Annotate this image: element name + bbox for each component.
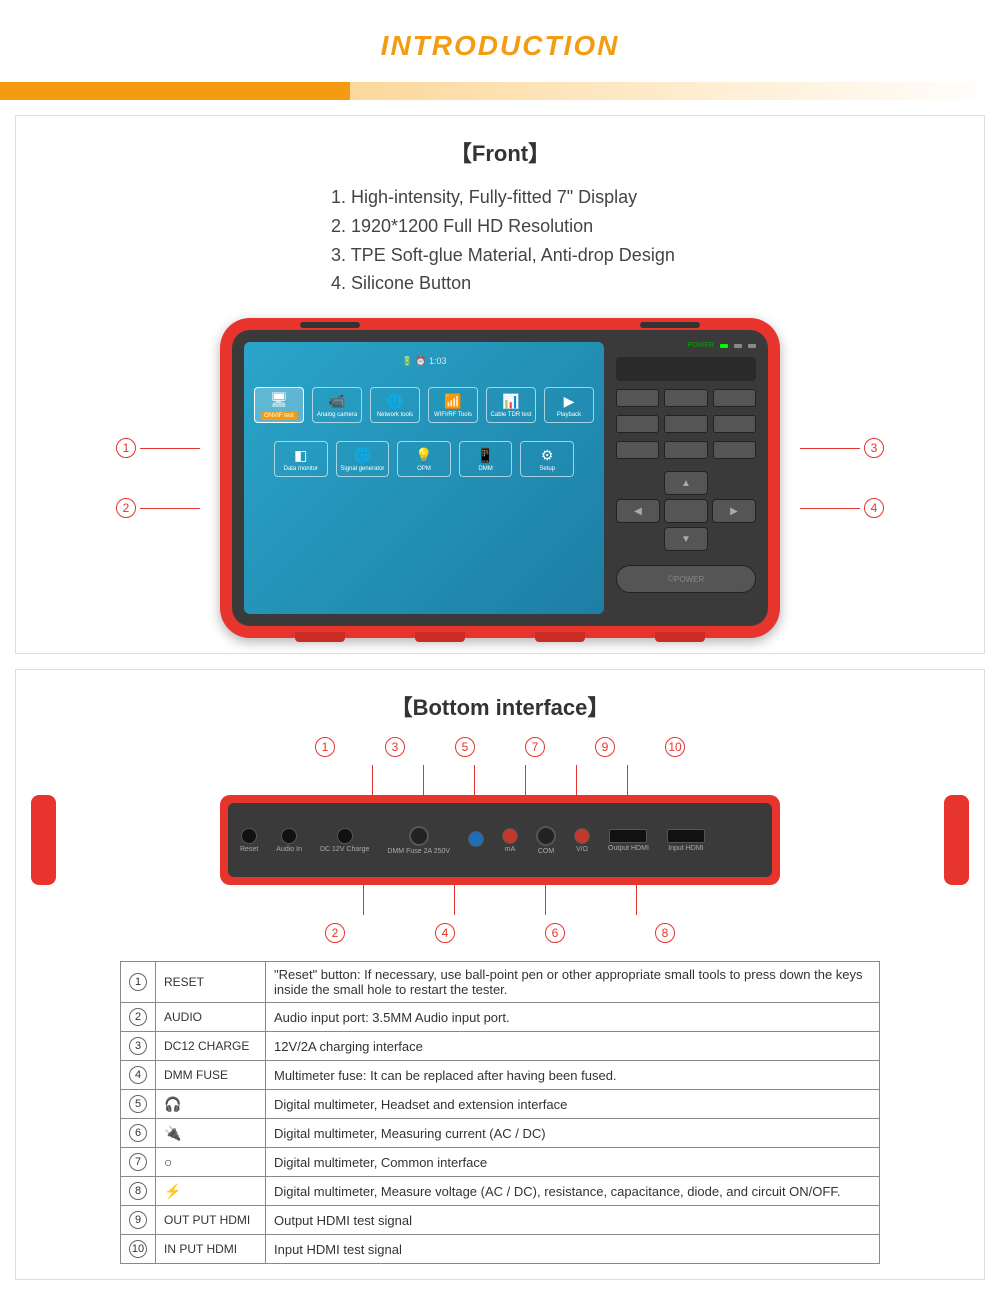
port: DMM Fuse 2A 250V bbox=[387, 826, 450, 855]
table-row: 7 ○ Digital multimeter, Common interface bbox=[121, 1148, 880, 1177]
front-section: 【Front】 1. High-intensity, Fully-fitted … bbox=[15, 115, 985, 654]
table-row: 8 ⚡ Digital multimeter, Measure voltage … bbox=[121, 1177, 880, 1206]
callout-num: 7 bbox=[525, 737, 545, 757]
port bbox=[468, 831, 484, 849]
page-title: INTRODUCTION bbox=[0, 0, 1000, 82]
ctrl-button[interactable] bbox=[713, 389, 756, 407]
port-icon: ⚡ bbox=[164, 1183, 181, 1199]
app-icon[interactable]: 📊Cable TDR test bbox=[486, 387, 536, 423]
table-row: 3 DC12 CHARGE 12V/2A charging interface bbox=[121, 1032, 880, 1061]
feature-item: 4. Silicone Button bbox=[331, 269, 969, 298]
bottom-device: Reset Audio In DC 12V Charge DMM Fuse 2A 25… bbox=[220, 795, 780, 885]
bottom-callouts: 2 4 6 8 bbox=[31, 923, 969, 943]
divider-bar bbox=[0, 82, 1000, 100]
ctrl-button[interactable] bbox=[616, 415, 659, 433]
port: Output HDMI bbox=[608, 829, 649, 852]
feature-item: 3. TPE Soft-glue Material, Anti-drop Des… bbox=[331, 241, 969, 270]
ctrl-button[interactable] bbox=[664, 441, 707, 459]
power-button[interactable]: ⏻ POWER bbox=[616, 565, 756, 593]
port-icon: 🔌 bbox=[164, 1125, 181, 1141]
app-icon[interactable]: ◧Data monitor bbox=[274, 441, 328, 477]
bottom-section: 【Bottom interface】 1 3 5 7 9 10 Reset Audio In… bbox=[15, 669, 985, 1280]
callout-num: 4 bbox=[435, 923, 455, 943]
port: mA bbox=[502, 828, 518, 853]
callout-num: 5 bbox=[455, 737, 475, 757]
ctrl-button[interactable] bbox=[664, 415, 707, 433]
port: Input HDMI bbox=[667, 829, 705, 852]
callout-num: 1 bbox=[315, 737, 335, 757]
port-icon: 🎧 bbox=[164, 1096, 181, 1112]
callout-num: 3 bbox=[385, 737, 405, 757]
bottom-title: 【Bottom interface】 bbox=[31, 690, 969, 722]
app-icon[interactable]: 🖥ONVIF test bbox=[254, 387, 304, 423]
table-row: 4 DMM FUSE Multimeter fuse: It can be re… bbox=[121, 1061, 880, 1090]
callout-num: 2 bbox=[325, 923, 345, 943]
power-led-label: POWER bbox=[688, 342, 714, 349]
app-icon[interactable]: 📱DMM bbox=[459, 441, 513, 477]
port: V/Ω bbox=[574, 828, 590, 853]
app-icon[interactable]: ⚙Setup bbox=[520, 441, 574, 477]
callout-1: 1 bbox=[116, 438, 200, 458]
port: COM bbox=[536, 826, 556, 855]
app-icon[interactable]: 📶WIFI/RF Tools bbox=[428, 387, 478, 423]
interface-table: 1 RESET "Reset" button: If necessary, us… bbox=[120, 961, 880, 1264]
front-features: 1. High-intensity, Fully-fitted 7" Displ… bbox=[331, 183, 969, 298]
callout-num: 10 bbox=[665, 737, 685, 757]
app-icon[interactable]: 🌐Network tools bbox=[370, 387, 420, 423]
dpad-ok[interactable] bbox=[664, 499, 708, 523]
dpad-up[interactable]: ▲ bbox=[664, 471, 708, 495]
table-row: 10 IN PUT HDMI Input HDMI test signal bbox=[121, 1235, 880, 1264]
front-device-diagram: 1 2 🔋 ⏰ 1:03 🖥ONVIF test📹Analog camera🌐N… bbox=[31, 318, 969, 638]
callout-num: 6 bbox=[545, 923, 565, 943]
callout-num: 9 bbox=[595, 737, 615, 757]
feature-item: 2. 1920*1200 Full HD Resolution bbox=[331, 212, 969, 241]
device-controls: POWER ▲ ◀ ▶ ▼ ⏻ POWER bbox=[616, 342, 756, 614]
port: Audio In bbox=[276, 828, 302, 853]
status-bar: 🔋 ⏰ 1:03 bbox=[254, 356, 594, 367]
ctrl-button[interactable] bbox=[713, 441, 756, 459]
ctrl-button[interactable] bbox=[713, 415, 756, 433]
ctrl-button[interactable] bbox=[616, 441, 659, 459]
lcd-panel bbox=[616, 357, 756, 381]
table-row: 2 AUDIO Audio input port: 3.5MM Audio in… bbox=[121, 1003, 880, 1032]
ctrl-button[interactable] bbox=[664, 389, 707, 407]
callout-num: 8 bbox=[655, 923, 675, 943]
port: Reset bbox=[240, 828, 258, 853]
callout-3: 3 bbox=[800, 438, 884, 458]
callout-2: 2 bbox=[116, 498, 200, 518]
dpad-left[interactable]: ◀ bbox=[616, 499, 660, 523]
app-icon[interactable]: 📹Analog camera bbox=[312, 387, 362, 423]
callout-4: 4 bbox=[800, 498, 884, 518]
device-screen: 🔋 ⏰ 1:03 🖥ONVIF test📹Analog camera🌐Netwo… bbox=[244, 342, 604, 614]
port-icon: ○ bbox=[164, 1154, 172, 1170]
table-row: 6 🔌 Digital multimeter, Measuring curren… bbox=[121, 1119, 880, 1148]
app-icon[interactable]: 🌐Signal generator bbox=[336, 441, 390, 477]
table-row: 1 RESET "Reset" button: If necessary, us… bbox=[121, 962, 880, 1003]
top-callouts: 1 3 5 7 9 10 bbox=[31, 737, 969, 757]
port: DC 12V Charge bbox=[320, 828, 369, 853]
feature-item: 1. High-intensity, Fully-fitted 7" Displ… bbox=[331, 183, 969, 212]
device-body: 🔋 ⏰ 1:03 🖥ONVIF test📹Analog camera🌐Netwo… bbox=[220, 318, 780, 638]
ctrl-button[interactable] bbox=[616, 389, 659, 407]
dpad-down[interactable]: ▼ bbox=[664, 527, 708, 551]
app-icon[interactable]: ▶Playback bbox=[544, 387, 594, 423]
front-title: 【Front】 bbox=[31, 136, 969, 168]
table-row: 5 🎧 Digital multimeter, Headset and exte… bbox=[121, 1090, 880, 1119]
app-icon[interactable]: 💡OPM bbox=[397, 441, 451, 477]
dpad-right[interactable]: ▶ bbox=[712, 499, 756, 523]
table-row: 9 OUT PUT HDMI Output HDMI test signal bbox=[121, 1206, 880, 1235]
